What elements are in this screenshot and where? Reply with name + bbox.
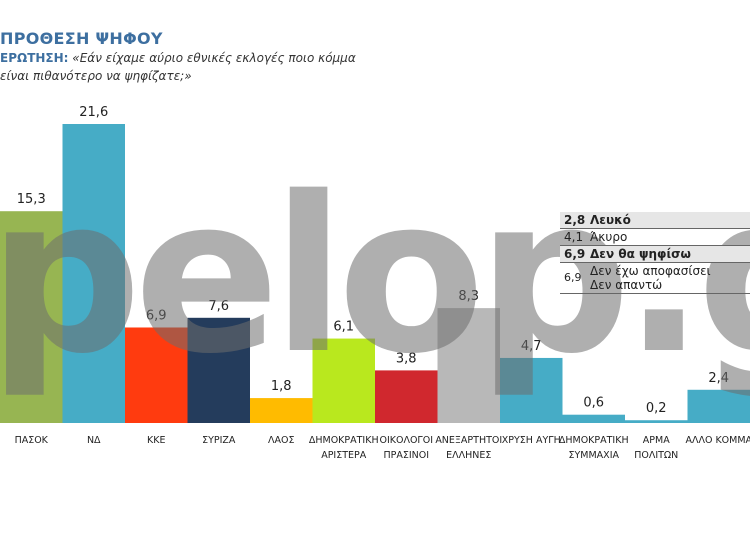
category-label: ΣΥΜΜΑΧΙΑ: [568, 450, 619, 461]
category-label: ΕΛΛΗΝΕΣ: [446, 450, 491, 461]
data-label: 0,6: [583, 396, 604, 411]
category-label: ΑΡΜΑ: [643, 435, 670, 446]
category-label: ΣΥΡΙΖΑ: [202, 435, 236, 446]
bar: [500, 357, 563, 423]
category-label: ΔΗΜΟΚΡΑΤΙΚΗ: [309, 435, 379, 446]
category-label: ΑΛΛΟ ΚΟΜΜΑ: [685, 435, 750, 446]
category-label: ΠΑΣΟΚ: [15, 435, 49, 446]
legend-label: Άκυρο: [590, 230, 628, 244]
data-label: 1,8: [271, 379, 292, 394]
category-label: ΟΙΚΟΛΟΓΟΙ: [379, 435, 433, 446]
bar: [625, 420, 688, 423]
legend-label: Λευκό: [590, 213, 631, 227]
category-label: ΛΑΟΣ: [268, 435, 294, 446]
legend-value: 6,9: [564, 247, 586, 261]
bar: [375, 370, 438, 423]
bar: [0, 211, 63, 423]
data-label: 8,3: [458, 289, 479, 304]
category-label: ΧΡΥΣΗ ΑΥΓΗ: [502, 435, 561, 446]
chart-title: ΠΡΟΘΕΣΗ ΨΗΦΟΥ: [0, 29, 163, 48]
data-label: 0,2: [646, 401, 667, 416]
category-label: ΑΡΙΣΤΕΡΑ: [321, 450, 367, 461]
data-label: 21,6: [79, 105, 108, 120]
data-label: 7,6: [208, 299, 229, 314]
data-label: 15,3: [17, 192, 46, 207]
legend-label: Δεν έχω αποφασίσει: [590, 264, 711, 278]
category-label: ΝΔ: [87, 435, 101, 446]
bar: [437, 308, 500, 423]
question-text: «Εάν είχαμε αύριο εθνικές εκλογές ποιο κ…: [0, 51, 356, 83]
bar: [62, 124, 125, 423]
bar: [250, 398, 313, 423]
legend-label: Δεν απαντώ: [590, 278, 663, 292]
legend-row: 4,1 Άκυρο: [560, 229, 750, 246]
legend-row: 6,9 Δεν έχω αποφασίσει Δεν απαντώ: [560, 263, 750, 294]
legend-value: 6,9: [564, 271, 582, 284]
category-label: ΠΡΑΣΙΝΟΙ: [383, 450, 429, 461]
bar: [125, 327, 188, 423]
bar: [687, 389, 750, 423]
legend-value: 4,1: [564, 230, 584, 244]
bar: [312, 338, 375, 423]
question: ΕΡΩΤΗΣΗ: «Εάν είχαμε αύριο εθνικές εκλογ…: [0, 49, 380, 85]
category-label: ΔΗΜΟΚΡΑΤΙΚΗ: [559, 435, 629, 446]
category-label: ΠΟΛΙΤΩΝ: [634, 450, 678, 461]
question-label: ΕΡΩΤΗΣΗ:: [0, 51, 69, 65]
data-label: 2,4: [708, 371, 729, 386]
bar: [187, 317, 250, 423]
legend-row: 6,9 Δεν θα ψηφίσω: [560, 246, 750, 263]
data-label: 3,8: [396, 351, 417, 366]
data-label: 6,9: [146, 308, 167, 323]
other-responses-table: 2,8 Λευκό 4,1 Άκυρο 6,9 Δεν θα ψηφίσω 6,9 Δε…: [560, 212, 750, 294]
category-label: ΚΚΕ: [147, 435, 165, 446]
category-label: ΑΝΕΞΑΡΤΗΤΟΙ: [435, 435, 502, 446]
data-label: 4,7: [521, 339, 542, 354]
legend-row: 2,8 Λευκό: [560, 212, 750, 229]
data-label: 6,1: [333, 320, 354, 335]
bar: [562, 414, 625, 423]
legend-value: 2,8: [564, 213, 586, 227]
legend-label: Δεν θα ψηφίσω: [590, 247, 691, 261]
